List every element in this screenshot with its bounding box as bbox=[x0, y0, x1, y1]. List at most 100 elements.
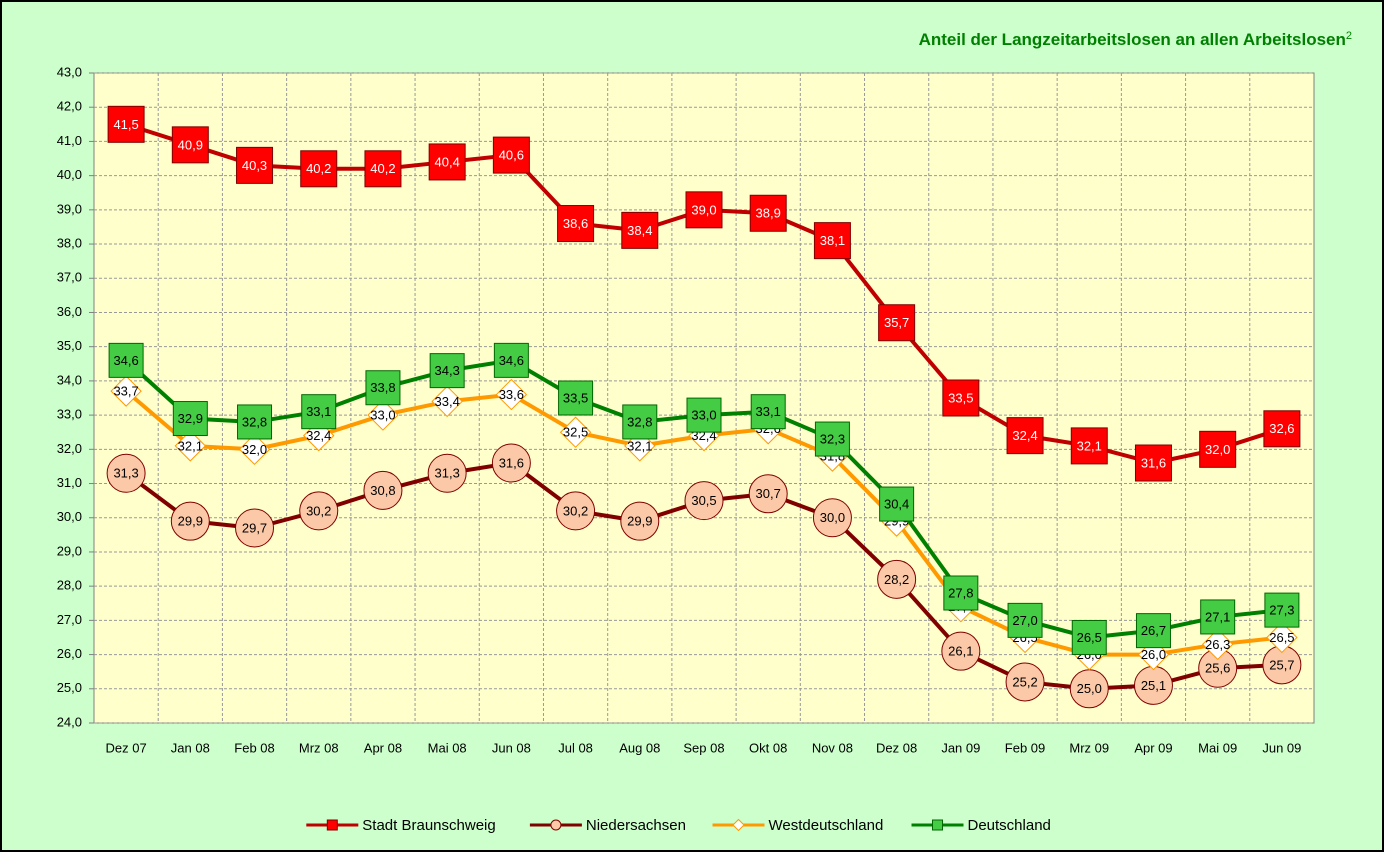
data-label: 33,1 bbox=[306, 404, 331, 419]
legend-marker bbox=[326, 819, 338, 831]
y-tick-label: 30,0 bbox=[57, 509, 82, 524]
data-label: 40,2 bbox=[370, 161, 395, 176]
y-tick-label: 32,0 bbox=[57, 441, 82, 456]
data-label: 32,9 bbox=[178, 411, 203, 426]
data-label: 38,1 bbox=[820, 233, 845, 248]
x-tick-label: Jan 09 bbox=[941, 740, 980, 755]
x-tick-label: Okt 08 bbox=[749, 740, 787, 755]
legend-label: Westdeutschland bbox=[769, 817, 884, 834]
data-label: 30,2 bbox=[306, 503, 331, 518]
data-label: 30,8 bbox=[370, 483, 395, 498]
data-label: 32,6 bbox=[1269, 421, 1294, 436]
marker bbox=[170, 501, 210, 541]
marker bbox=[685, 191, 723, 229]
marker bbox=[427, 453, 467, 493]
data-label: 26,5 bbox=[1269, 630, 1294, 645]
marker bbox=[107, 105, 145, 143]
data-label: 25,6 bbox=[1205, 661, 1230, 676]
x-tick-label: Feb 09 bbox=[1005, 740, 1045, 755]
marker bbox=[1070, 427, 1108, 465]
marker bbox=[877, 559, 917, 599]
data-label: 26,0 bbox=[1141, 647, 1166, 662]
x-tick-label: Mai 09 bbox=[1198, 740, 1237, 755]
data-label: 29,7 bbox=[242, 520, 267, 535]
title-superscript: 2 bbox=[1346, 30, 1352, 42]
data-label: 41,5 bbox=[113, 117, 138, 132]
marker bbox=[495, 378, 528, 411]
marker bbox=[174, 430, 207, 462]
data-label: 33,0 bbox=[370, 408, 395, 423]
marker bbox=[621, 211, 659, 249]
marker bbox=[110, 375, 142, 407]
data-label: 33,0 bbox=[691, 408, 716, 423]
data-label: 32,8 bbox=[242, 414, 267, 429]
marker bbox=[558, 380, 594, 416]
marker bbox=[171, 126, 209, 164]
data-label: 26,1 bbox=[948, 644, 973, 659]
marker bbox=[748, 474, 788, 514]
marker bbox=[812, 498, 852, 538]
marker bbox=[1263, 410, 1301, 448]
data-label: 27,1 bbox=[1205, 609, 1230, 624]
data-label: 32,1 bbox=[627, 438, 652, 453]
y-tick-label: 36,0 bbox=[57, 304, 82, 319]
data-label: 38,4 bbox=[627, 223, 652, 238]
data-label: 30,2 bbox=[563, 503, 588, 518]
data-label: 33,1 bbox=[756, 404, 781, 419]
data-label: 33,5 bbox=[563, 390, 588, 405]
data-label: 25,1 bbox=[1141, 678, 1166, 693]
legend-marker bbox=[550, 819, 562, 831]
data-label: 32,5 bbox=[563, 425, 588, 440]
y-tick-label: 42,0 bbox=[57, 99, 82, 114]
data-label: 31,6 bbox=[499, 455, 524, 470]
x-tick-label: Mrz 09 bbox=[1069, 740, 1109, 755]
y-tick-label: 29,0 bbox=[57, 543, 82, 558]
marker bbox=[750, 394, 786, 430]
marker bbox=[879, 486, 915, 522]
marker bbox=[364, 150, 402, 188]
data-label: 26,3 bbox=[1205, 637, 1230, 652]
data-label: 28,2 bbox=[884, 572, 909, 587]
data-label: 29,9 bbox=[178, 514, 203, 529]
marker bbox=[428, 143, 466, 181]
marker bbox=[431, 385, 463, 418]
marker bbox=[238, 433, 271, 466]
x-tick-label: Dez 08 bbox=[876, 740, 917, 755]
data-label: 34,3 bbox=[435, 363, 460, 378]
chart-title-text: Anteil der Langzeitarbeitslosen an allen… bbox=[919, 30, 1346, 49]
y-tick-label: 35,0 bbox=[57, 338, 82, 353]
data-label: 32,4 bbox=[306, 428, 331, 443]
data-label: 30,0 bbox=[820, 510, 845, 525]
marker bbox=[1134, 444, 1172, 482]
marker bbox=[1264, 592, 1300, 628]
marker bbox=[367, 399, 399, 431]
data-label: 26,5 bbox=[1077, 630, 1102, 645]
y-tick-label: 40,0 bbox=[57, 167, 82, 182]
data-label: 25,2 bbox=[1012, 674, 1037, 689]
marker bbox=[557, 205, 595, 243]
marker bbox=[943, 575, 979, 611]
data-label: 34,6 bbox=[113, 353, 138, 368]
data-label: 38,6 bbox=[563, 216, 588, 231]
data-label: 31,6 bbox=[1141, 455, 1166, 470]
marker bbox=[686, 397, 722, 433]
data-label: 30,5 bbox=[691, 493, 716, 508]
data-label: 32,1 bbox=[178, 438, 203, 453]
data-label: 30,7 bbox=[756, 486, 781, 501]
data-label: 39,0 bbox=[691, 202, 716, 217]
data-label: 34,6 bbox=[499, 353, 524, 368]
legend-marker bbox=[732, 818, 745, 832]
data-label: 25,7 bbox=[1269, 657, 1294, 672]
data-label: 40,3 bbox=[242, 158, 267, 173]
marker bbox=[236, 146, 274, 184]
marker bbox=[559, 416, 592, 448]
data-label: 40,4 bbox=[435, 154, 460, 169]
legend-label: Deutschland bbox=[968, 817, 1051, 834]
marker bbox=[813, 222, 851, 260]
y-tick-label: 43,0 bbox=[57, 64, 82, 79]
x-tick-label: Nov 08 bbox=[812, 740, 853, 755]
marker bbox=[235, 508, 275, 548]
marker bbox=[1135, 613, 1171, 649]
data-label: 32,8 bbox=[627, 414, 652, 429]
